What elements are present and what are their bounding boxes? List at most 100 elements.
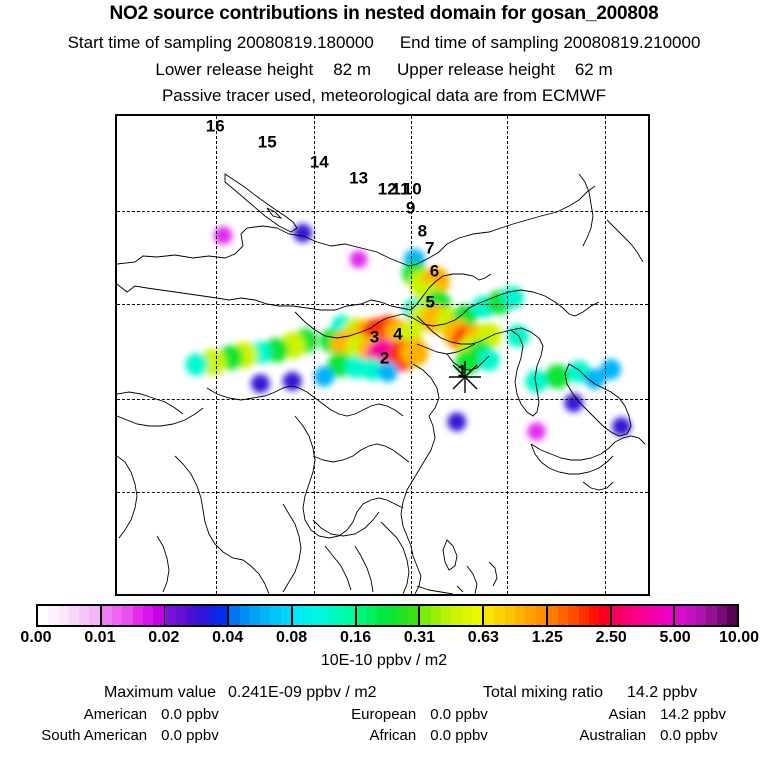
concentration-cell [349,250,368,269]
colorbar-tick-0.63: 0.63 [467,629,499,646]
colorbar-step [270,606,281,625]
start-time-label: Start time of sampling [67,33,232,52]
colorbar-tick-1.25: 1.25 [531,629,563,646]
colorbar-segment-8 [547,606,612,625]
colorbar-step [451,606,462,625]
colorbar-step [397,606,409,625]
colorbar-step [101,606,113,625]
concentration-cell [501,286,524,309]
colorbar-step [196,606,207,625]
colorbar-step [280,606,291,625]
colorbar-step [377,606,388,625]
colorbar-step [430,606,441,625]
colorbar-step [547,606,559,625]
colorbar-step [38,606,49,625]
region-label-australian: Australian [579,727,647,744]
lower-release-value: 82 m [333,60,371,79]
colorbar-step [578,606,590,625]
gridline-vertical [314,116,315,594]
concentration-cell [313,366,335,387]
statistics-block: Maximum value 0.241E-09 ppbv / m2 Total mi… [0,684,768,744]
colorbar-step [589,606,600,625]
colorbar-tick-0.08: 0.08 [276,629,308,646]
colorbar-step [387,606,398,625]
trajectory-label-3: 3 [369,327,380,347]
maximum-value-label: Maximum value [103,684,216,701]
colorbar-step [48,606,59,625]
colorbar-step [525,606,536,625]
trajectory-label-1: 1 [457,361,467,381]
stats-row-regions-2: South American 0.0 ppbv African 0.0 ppbv Aus… [0,727,768,744]
trajectory-label-14: 14 [309,152,329,172]
colorbar-step [726,606,738,625]
end-time-value: 20080819.210000 [563,33,701,52]
concentration-cell [447,412,467,432]
gridline-vertical [411,116,412,594]
colorbar-step [535,606,546,625]
colorbar-step [706,606,717,625]
colorbar-step [366,606,378,625]
colorbar-segment-0 [38,606,102,625]
gridline-horizontal [117,304,648,305]
concentration-cell [564,393,584,413]
trajectory-label-9: 9 [405,198,416,218]
colorbar-step [122,606,133,625]
concentration-cell [251,374,270,394]
colorbar-step [229,606,240,625]
colorbar-step [632,606,643,625]
stats-row-totals: Maximum value 0.241E-09 ppbv / m2 Total mi… [0,684,768,702]
region-value-asian: 14.2 ppbv [660,706,726,723]
colorbar-segment-3 [229,606,293,625]
region-value-african: 0.0 ppbv [430,727,488,744]
map-panel[interactable]: 16 15 14 13 12 11 10 9 8 7 6 5 4 3 2 1 [115,114,650,596]
region-label-european: European [351,706,417,723]
trajectory-label-6: 6 [429,261,440,281]
colorbar-step [186,606,197,625]
colorbar-step [663,606,674,625]
colorbar[interactable] [36,604,739,627]
colorbar-tick-0.04: 0.04 [212,629,244,646]
colorbar-tick-5.00: 5.00 [659,629,691,646]
trajectory-label-4: 4 [393,324,403,344]
colorbar-step [599,606,610,625]
colorbar-step [504,606,516,625]
colorbar-step [142,606,154,625]
concentration-cell [185,353,208,376]
upper-release-label: Upper release height [397,60,555,79]
colorbar-step [89,606,100,625]
maximum-value: 0.241E-09 ppbv / m2 [228,684,377,701]
coastline-overlay [117,173,646,594]
colorbar-tick-labels: 0.00 0.01 0.02 0.04 0.08 0.16 0.31 0.63 1.25 2.50… [0,629,768,649]
colorbar-step [68,606,80,625]
upper-release-value: 62 m [574,60,613,79]
colorbar-step [441,606,452,625]
region-label-african: African [369,727,417,744]
colorbar-step [132,606,143,625]
colorbar-step [260,606,271,625]
colorbar-segment-4 [292,606,357,625]
trajectory-label-11: 11 [391,179,410,199]
concentration-cell [506,324,530,348]
gridline-vertical [216,116,217,594]
colorbar-step [165,606,176,625]
page-title: NO2 source contributions in nested domai… [109,3,659,24]
concentration-cell [567,360,591,383]
colorbar-step [558,606,569,625]
colorbar-step [216,606,228,625]
colorbar-tick-2.50: 2.50 [595,629,627,646]
colorbar-step [112,606,123,625]
colorbar-tick-0.00: 0.00 [20,629,52,646]
total-mixing-ratio-label: Total mixing ratio [482,684,603,701]
concentration-cell [545,364,570,389]
concentration-cell [477,348,501,372]
sampling-time-line: Start time of sampling 20080819.180000 En… [0,33,768,53]
trajectory-label-16: 16 [205,116,225,136]
trajectory-label-12: 12 [377,179,397,199]
region-label-american: American [83,706,148,723]
trajectory-label-8: 8 [417,221,428,241]
region-label-south-american: South American [41,727,148,744]
region-value-australian: 0.0 ppbv [660,727,718,744]
trajectory-label-10: 10 [402,179,422,199]
colorbar-segment-7 [484,606,548,625]
colorbar-step [58,606,69,625]
